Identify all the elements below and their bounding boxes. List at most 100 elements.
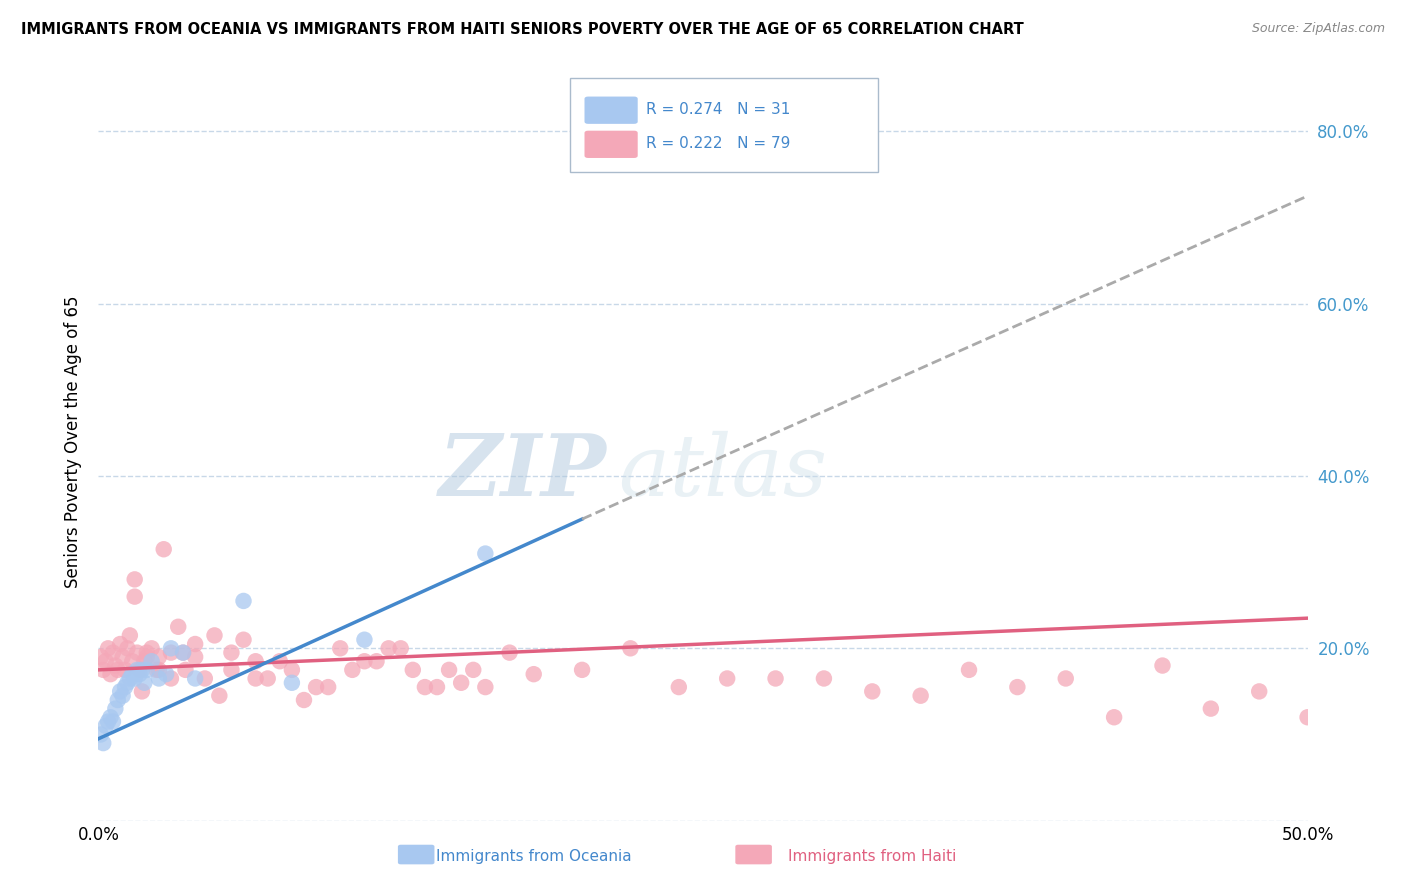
Point — [860, 684, 883, 698]
Point — [245, 654, 267, 668]
Point — [426, 680, 449, 694]
Point — [957, 663, 980, 677]
Point — [194, 672, 217, 686]
Point — [571, 663, 593, 677]
FancyBboxPatch shape — [585, 96, 638, 124]
Point — [124, 590, 146, 604]
Point — [90, 727, 112, 741]
Point — [127, 663, 149, 677]
Point — [131, 684, 153, 698]
Point — [160, 641, 183, 656]
Point — [167, 620, 190, 634]
Point — [389, 641, 412, 656]
Point — [104, 701, 127, 715]
Point — [402, 663, 425, 677]
Point — [91, 736, 114, 750]
Point — [131, 663, 153, 677]
Text: Immigrants from Oceania: Immigrants from Oceania — [436, 849, 633, 863]
Point — [155, 667, 177, 681]
Point — [108, 637, 131, 651]
Point — [135, 663, 157, 677]
Point — [172, 646, 194, 660]
Point — [813, 672, 835, 686]
Point — [134, 675, 156, 690]
Point — [94, 654, 117, 668]
Point — [160, 646, 183, 660]
Point — [269, 654, 291, 668]
FancyBboxPatch shape — [735, 845, 772, 864]
Point — [141, 654, 163, 668]
Point — [111, 649, 134, 664]
Point — [108, 684, 131, 698]
Point — [256, 672, 278, 686]
Point — [101, 646, 124, 660]
Point — [1296, 710, 1319, 724]
Point — [316, 680, 339, 694]
Point — [160, 672, 183, 686]
Text: Source: ZipAtlas.com: Source: ZipAtlas.com — [1251, 22, 1385, 36]
Point — [1007, 680, 1029, 694]
Point — [148, 663, 170, 677]
Point — [174, 663, 197, 677]
Point — [121, 667, 143, 681]
Point — [450, 675, 472, 690]
Point — [100, 667, 122, 681]
FancyBboxPatch shape — [585, 130, 638, 158]
Point — [498, 646, 520, 660]
Point — [97, 714, 120, 729]
Point — [104, 658, 127, 673]
Point — [141, 641, 163, 656]
Point — [474, 680, 496, 694]
Point — [377, 641, 399, 656]
Point — [437, 663, 460, 677]
Text: IMMIGRANTS FROM OCEANIA VS IMMIGRANTS FROM HAITI SENIORS POVERTY OVER THE AGE OF: IMMIGRANTS FROM OCEANIA VS IMMIGRANTS FR… — [21, 22, 1024, 37]
Point — [121, 654, 143, 668]
Y-axis label: Seniors Poverty Over the Age of 65: Seniors Poverty Over the Age of 65 — [65, 295, 83, 588]
Point — [474, 547, 496, 561]
Point — [221, 663, 243, 677]
Point — [329, 641, 352, 656]
Point — [208, 689, 231, 703]
Point — [668, 680, 690, 694]
Point — [232, 594, 254, 608]
Point — [232, 632, 254, 647]
Point — [292, 693, 315, 707]
Point — [281, 663, 304, 677]
Point — [184, 649, 207, 664]
Text: Immigrants from Haiti: Immigrants from Haiti — [787, 849, 956, 863]
Point — [523, 667, 546, 681]
Point — [100, 710, 122, 724]
Point — [127, 646, 149, 660]
Point — [135, 646, 157, 660]
Text: ZIP: ZIP — [439, 430, 606, 514]
Point — [91, 663, 114, 677]
Point — [135, 649, 157, 664]
Point — [152, 542, 174, 557]
Point — [184, 637, 207, 651]
Point — [148, 649, 170, 664]
Point — [101, 714, 124, 729]
Point — [353, 654, 375, 668]
Text: atlas: atlas — [619, 431, 828, 513]
Point — [128, 663, 150, 677]
Point — [111, 689, 134, 703]
Point — [1152, 658, 1174, 673]
Point — [114, 680, 136, 694]
Point — [910, 689, 932, 703]
Point — [117, 641, 139, 656]
Point — [366, 654, 388, 668]
Point — [413, 680, 436, 694]
Point — [124, 573, 146, 587]
Point — [148, 672, 170, 686]
Point — [107, 663, 129, 677]
Point — [118, 628, 141, 642]
Point — [204, 628, 226, 642]
Text: R = 0.274   N = 31: R = 0.274 N = 31 — [647, 102, 790, 117]
FancyBboxPatch shape — [398, 845, 434, 864]
Point — [221, 646, 243, 660]
Point — [134, 654, 156, 668]
Point — [184, 672, 207, 686]
Point — [94, 719, 117, 733]
Point — [463, 663, 485, 677]
Point — [117, 675, 139, 690]
